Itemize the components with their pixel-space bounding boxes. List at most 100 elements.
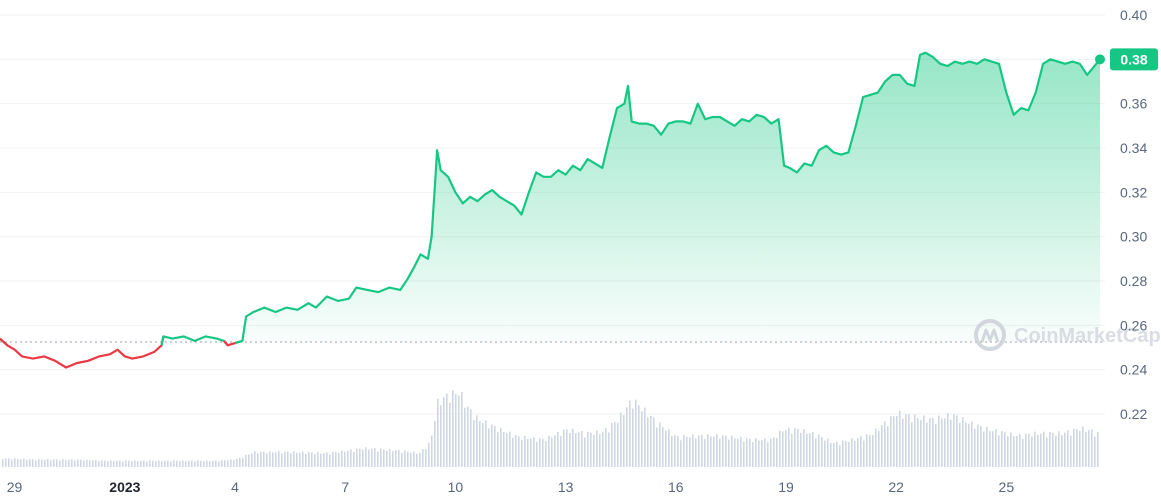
volume-bar	[494, 426, 496, 467]
volume-bar	[128, 460, 130, 467]
volume-bar	[134, 460, 136, 467]
volume-bar	[125, 460, 127, 467]
price-lines	[0, 51, 1101, 369]
volume-bar	[26, 459, 28, 467]
volume-bar	[92, 460, 94, 467]
volume-bar	[563, 429, 565, 467]
volume-bar	[275, 452, 277, 467]
volume-bar	[794, 428, 796, 467]
volume-bar	[1079, 430, 1081, 467]
volume-bar	[599, 434, 601, 467]
volume-bar	[410, 452, 412, 467]
volume-bar	[287, 451, 289, 467]
volume-bar	[812, 432, 814, 467]
volume-bar	[491, 424, 493, 467]
volume-bar	[698, 435, 700, 467]
volume-bar	[218, 461, 220, 467]
volume-bar	[221, 460, 223, 467]
volume-bar	[11, 459, 13, 467]
volume-bar	[8, 458, 10, 467]
volume-bar	[932, 417, 934, 467]
volume-bar	[155, 461, 157, 467]
price-line-up	[234, 51, 1101, 345]
volume-bar	[239, 457, 241, 467]
volume-bar	[269, 451, 271, 467]
x-tick-label: 2023	[109, 479, 140, 495]
volume-bar	[302, 451, 304, 467]
volume-bar	[953, 414, 955, 467]
volume-bar	[788, 427, 790, 467]
volume-bar	[473, 420, 475, 467]
volume-bar	[44, 459, 46, 467]
volume-bar	[659, 422, 661, 467]
volume-bar	[1046, 437, 1048, 467]
volume-bar	[785, 430, 787, 467]
volume-bar	[416, 453, 418, 467]
volume-bar	[317, 452, 319, 467]
volume-bar	[743, 441, 745, 467]
volume-bar	[464, 407, 466, 467]
volume-bar	[449, 402, 451, 467]
x-tick-label: 10	[448, 479, 464, 495]
volume-bar	[656, 427, 658, 467]
volume-bar	[965, 422, 967, 467]
volume-bar	[578, 432, 580, 467]
x-tick-label: 22	[888, 479, 904, 495]
volume-bar	[527, 438, 529, 467]
y-tick-label: 0.26	[1120, 317, 1147, 333]
volume-bar	[572, 428, 574, 467]
volume-bar	[443, 397, 445, 467]
volume-bar	[407, 451, 409, 467]
volume-bar	[989, 431, 991, 467]
volume-bar	[947, 412, 949, 467]
y-tick-label: 0.32	[1120, 184, 1147, 200]
volume-bar	[1025, 433, 1027, 467]
volume-bar	[425, 449, 427, 467]
volume-bar	[722, 435, 724, 467]
volume-bar	[56, 459, 58, 467]
volume-bar	[509, 431, 511, 467]
volume-bar	[1097, 431, 1099, 467]
volume-bar	[821, 437, 823, 467]
volume-bar	[362, 449, 364, 467]
volume-bar	[1028, 433, 1030, 467]
volume-bar	[692, 434, 694, 467]
volume-bar	[761, 440, 763, 467]
volume-bar	[581, 431, 583, 467]
volume-bar	[398, 449, 400, 467]
watermark-text: CoinMarketCap	[1014, 325, 1161, 347]
volume-bar	[50, 460, 52, 467]
volume-bar	[560, 436, 562, 467]
volume-bar	[1055, 435, 1057, 467]
volume-bar	[1067, 430, 1069, 467]
volume-bar	[230, 459, 232, 467]
volume-bar	[482, 423, 484, 467]
volume-bar	[1064, 432, 1066, 467]
volume-bar	[866, 434, 868, 467]
volume-bar	[674, 435, 676, 467]
volume-bar	[893, 416, 895, 467]
volume-bar	[383, 449, 385, 467]
volume-bar	[1034, 431, 1036, 467]
volume-bar	[1031, 436, 1033, 467]
volume-bar	[386, 450, 388, 467]
volume-bar	[308, 452, 310, 467]
volume-bar	[980, 425, 982, 467]
volume-bar	[341, 450, 343, 467]
x-tick-label: 4	[231, 479, 239, 495]
volume-bar	[815, 438, 817, 467]
volume-bar	[188, 460, 190, 467]
volume-bar	[242, 457, 244, 467]
volume-bar	[359, 448, 361, 467]
volume-bar	[833, 443, 835, 467]
volume-bar	[533, 437, 535, 467]
volume-bar	[971, 421, 973, 467]
volume-bar	[374, 448, 376, 467]
volume-bar	[809, 433, 811, 467]
volume-bar	[446, 393, 448, 467]
volume-bar	[791, 433, 793, 467]
volume-bar	[1061, 435, 1063, 467]
volume-bar	[884, 421, 886, 467]
volume-bar	[608, 432, 610, 467]
volume-bar	[428, 442, 430, 467]
